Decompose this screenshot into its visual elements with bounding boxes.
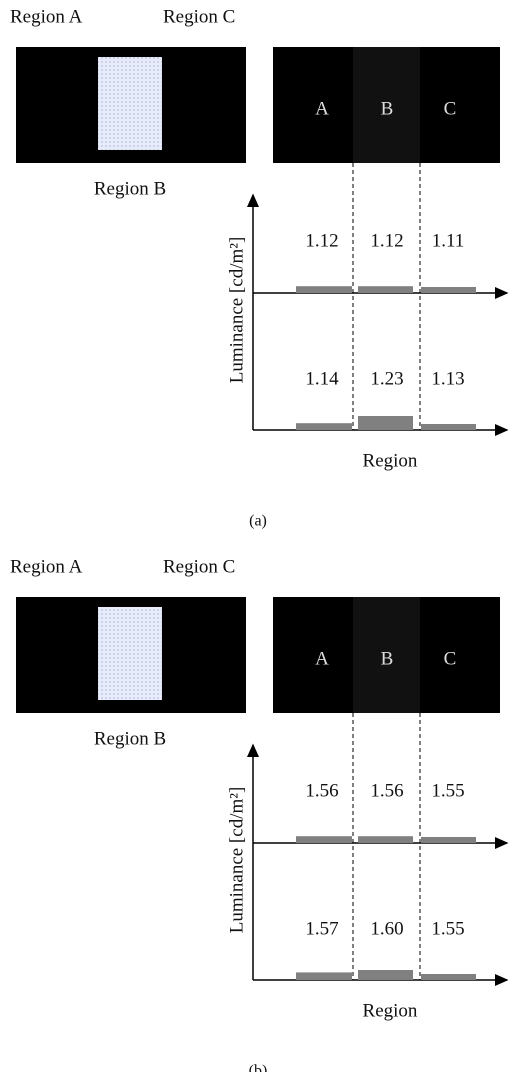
region-a-label: Region A (10, 6, 83, 27)
region-b-label: Region B (94, 728, 166, 749)
luminance-bar (296, 836, 352, 843)
luminance-value: 1.57 (305, 918, 338, 939)
luminance-value: 1.14 (305, 368, 339, 389)
image-letter: C (444, 648, 457, 669)
luminance-bar (421, 974, 476, 980)
x-axis-label: Region (363, 1000, 418, 1021)
luminance-bar (358, 416, 413, 430)
luminance-value: 1.23 (370, 368, 403, 389)
caption: (a) (249, 513, 267, 530)
caption: (b) (249, 1063, 268, 1072)
image-letter: A (315, 648, 329, 669)
luminance-bar (358, 836, 413, 843)
image-letter: A (315, 98, 329, 119)
region-b-label: Region B (94, 178, 166, 199)
luminance-value: 1.12 (305, 230, 338, 251)
image-letter: B (381, 98, 394, 119)
y-axis-label: Luminance [cd/m²] (226, 237, 247, 384)
region-b-area (353, 597, 420, 713)
luminance-bar (296, 286, 352, 293)
image-letter: C (444, 98, 457, 119)
region-b-area (353, 47, 420, 163)
lit-region (98, 57, 162, 150)
luminance-bar (421, 837, 476, 843)
luminance-value: 1.55 (431, 918, 464, 939)
luminance-value: 1.55 (431, 780, 464, 801)
luminance-value: 1.13 (431, 368, 464, 389)
luminance-bar (358, 286, 413, 293)
region-c-label: Region C (163, 556, 235, 577)
luminance-value: 1.11 (432, 230, 465, 251)
luminance-bar (296, 423, 352, 430)
luminance-bar (296, 972, 352, 980)
luminance-bar (421, 287, 476, 293)
luminance-value: 1.60 (370, 918, 403, 939)
luminance-value: 1.56 (370, 780, 403, 801)
luminance-bar (421, 424, 476, 430)
region-c-label: Region C (163, 6, 235, 27)
x-axis-label: Region (363, 450, 418, 471)
luminance-bar (358, 970, 413, 980)
lit-region (98, 607, 162, 700)
region-a-label: Region A (10, 556, 83, 577)
luminance-value: 1.12 (370, 230, 403, 251)
y-axis-label: Luminance [cd/m²] (226, 787, 247, 934)
luminance-value: 1.56 (305, 780, 338, 801)
image-letter: B (381, 648, 394, 669)
